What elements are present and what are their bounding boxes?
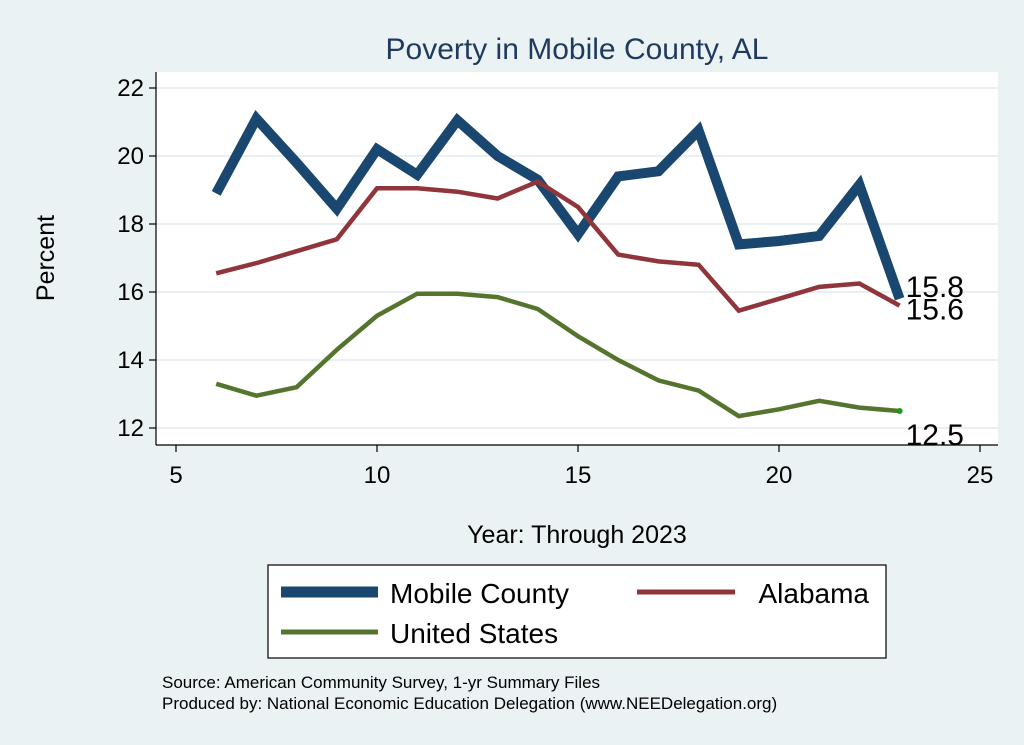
produced-by-note: Produced by: National Economic Education… bbox=[162, 694, 777, 713]
y-tick-label-20: 20 bbox=[117, 143, 144, 170]
end-label-mobile-county: 15.8 bbox=[906, 271, 964, 304]
chart-title: Poverty in Mobile County, AL bbox=[386, 33, 769, 66]
x-axis-ticks: 5 10 15 20 25 bbox=[169, 445, 993, 489]
x-tick-label-10: 10 bbox=[364, 462, 391, 489]
y-tick-label-16: 16 bbox=[117, 279, 144, 306]
x-tick-label-25: 25 bbox=[967, 462, 994, 489]
x-tick-label-5: 5 bbox=[169, 462, 182, 489]
y-tick-label-18: 18 bbox=[117, 211, 144, 238]
series-line-united-states bbox=[215, 291, 900, 419]
y-tick-label-12: 12 bbox=[117, 415, 144, 442]
y-tick-label-22: 22 bbox=[117, 75, 144, 102]
legend-label-alabama: Alabama bbox=[758, 578, 869, 609]
x-axis-title: Year: Through 2023 bbox=[467, 521, 687, 549]
x-tick-label-15: 15 bbox=[565, 462, 592, 489]
legend: Mobile County Alabama United States bbox=[267, 564, 887, 659]
y-tick-label-14: 14 bbox=[117, 347, 144, 374]
y-axis-title: Percent bbox=[32, 215, 60, 301]
end-label-united-states: 12.5 bbox=[906, 419, 964, 452]
legend-label-mobile-county: Mobile County bbox=[390, 578, 569, 609]
end-labels: 15.815.6 12.5 bbox=[906, 271, 964, 452]
end-marker-united-states bbox=[896, 408, 903, 414]
y-axis-ticks: 12 14 16 18 20 22 bbox=[117, 75, 156, 442]
series-group bbox=[211, 110, 905, 419]
plot-area bbox=[156, 72, 998, 445]
legend-box bbox=[267, 564, 887, 659]
source-note: Source: American Community Survey, 1-yr … bbox=[162, 673, 600, 692]
gridlines bbox=[156, 87, 998, 429]
end-label-alabama: 15.6 bbox=[906, 294, 964, 327]
series-line-mobile-county bbox=[211, 110, 905, 301]
series-line-alabama bbox=[215, 178, 901, 314]
legend-label-united-states: United States bbox=[390, 618, 558, 649]
x-tick-label-20: 20 bbox=[766, 462, 793, 489]
